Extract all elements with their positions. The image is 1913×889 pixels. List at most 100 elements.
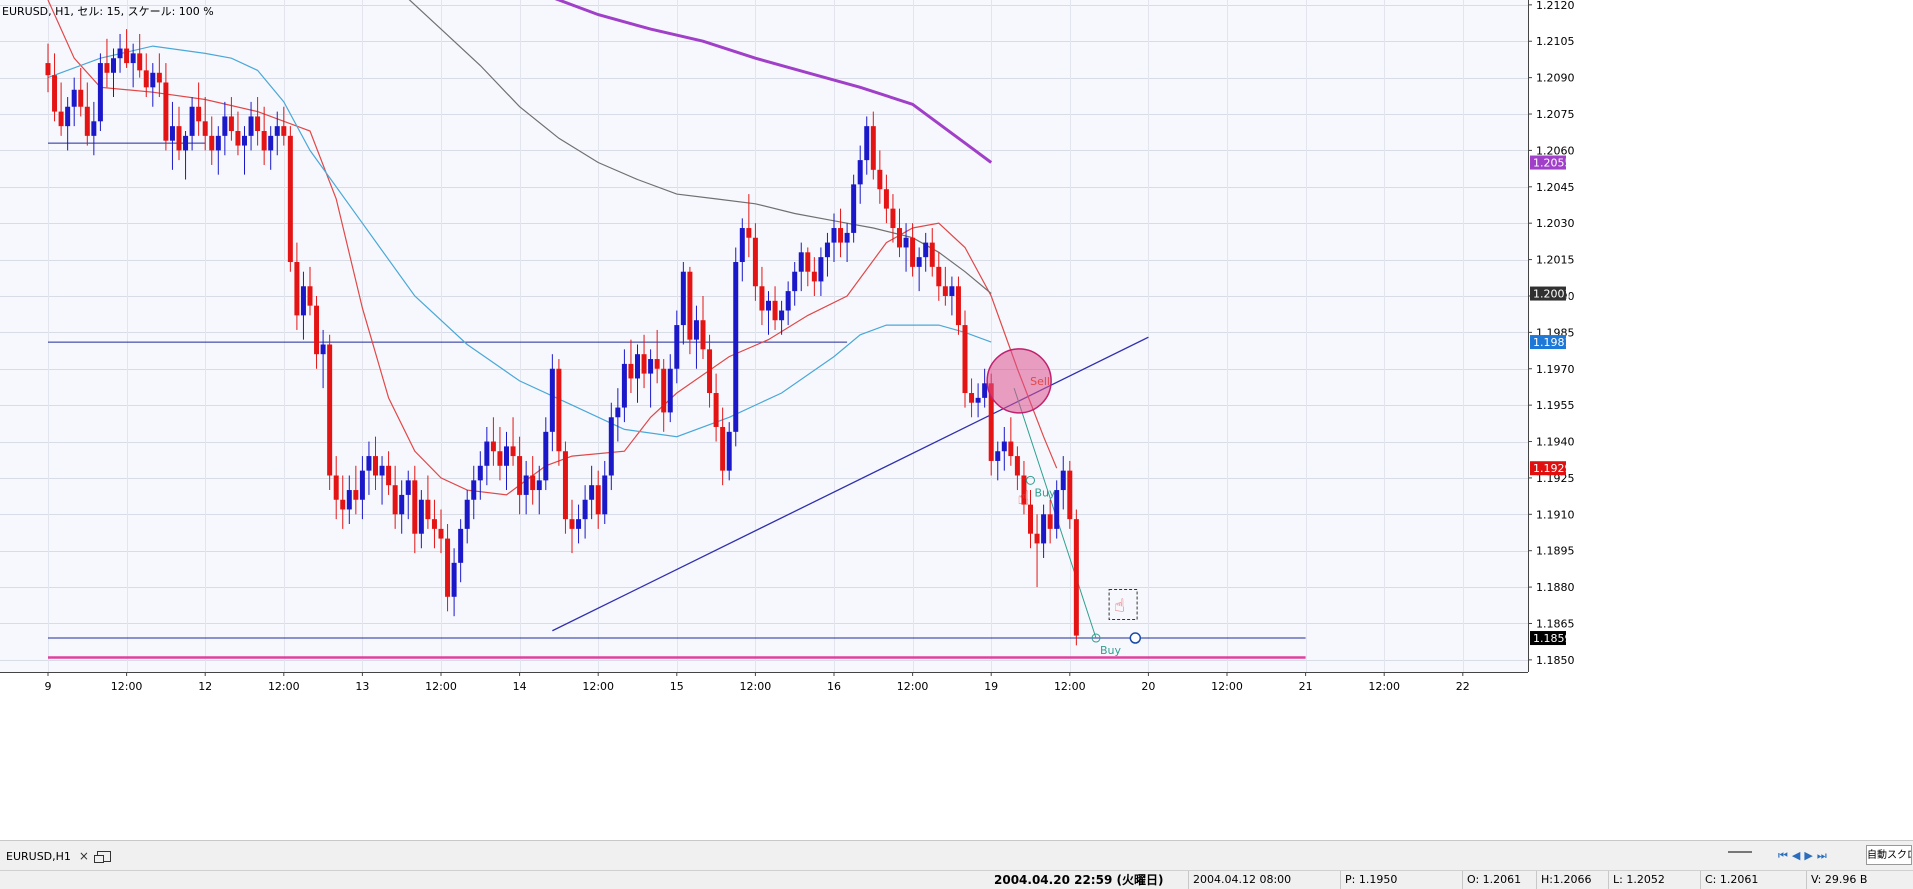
status-open: O: 1.2061 (1462, 871, 1521, 889)
candle (189, 97, 195, 151)
auto-scroll-button[interactable]: 自動スクロール (1866, 845, 1912, 865)
candle-body (117, 48, 123, 59)
candle-body (1001, 441, 1007, 452)
time-tick-label: 12:00 (425, 680, 457, 693)
candle (523, 460, 529, 515)
sell-label: Sell (1030, 375, 1050, 388)
candle (327, 334, 333, 491)
candle-body (877, 169, 883, 190)
buy-label: Buy (1100, 644, 1122, 657)
candle (504, 431, 509, 491)
scroll-to-end-icon[interactable]: ⏭ (1816, 849, 1827, 862)
candle (373, 436, 378, 491)
candle-body (366, 456, 372, 471)
candle (929, 228, 935, 277)
candle (228, 97, 234, 141)
tab-label: EURUSD,H1 (6, 849, 71, 863)
scroll-left-icon[interactable]: ◀ (1791, 849, 1801, 862)
candle-body (962, 325, 968, 394)
candle (1067, 460, 1073, 529)
candle (641, 334, 647, 389)
price-tag-label: 1.2055 (1533, 157, 1572, 170)
candle (169, 101, 175, 170)
price-tick-label: 1.1910 (1536, 508, 1575, 521)
thumbs-up-icon: ☝ (1114, 596, 1125, 617)
candle (137, 33, 143, 78)
chart-canvas[interactable]: Sell Buy Buy ☝ ☝ 1.2120 1.2105 1.2090 1.2075 1.20… (0, 0, 1913, 840)
candle (726, 422, 732, 481)
time-tick-label: 9 (45, 680, 52, 693)
time-axis: 9 12:00 12 12:00 13 12:00 14 12:00 15 12:00 16 12:0… (45, 672, 1470, 693)
candle (661, 359, 667, 432)
candle-body (615, 407, 621, 418)
candle-body (510, 446, 516, 457)
candle-body (713, 393, 719, 427)
candle-body (477, 465, 483, 481)
tab-eurusd-h1[interactable]: EURUSD,H1 × (0, 845, 117, 867)
candle (386, 451, 392, 495)
candle-body (700, 320, 706, 350)
indicator-ma4 (554, 0, 993, 164)
candle-body (910, 237, 916, 267)
candle (418, 490, 424, 549)
candle-body (84, 106, 90, 136)
status-close: C: 1.2061 (1700, 871, 1758, 889)
candle (838, 208, 844, 258)
scroll-to-start-icon[interactable]: ⏮ (1778, 849, 1788, 862)
candle (497, 426, 503, 481)
candle-body (209, 135, 215, 151)
candle-body (929, 242, 935, 267)
candle-body (346, 490, 352, 510)
candle (176, 106, 182, 161)
candle-body (831, 228, 837, 243)
price-tag: 1.1929 (1530, 461, 1572, 476)
candle-body (608, 417, 614, 476)
candle-body (1028, 504, 1033, 534)
candle (287, 126, 293, 272)
price-tag-box (1530, 631, 1566, 646)
time-tick-label: 15 (670, 680, 684, 693)
price-tick-label: 1.2060 (1536, 144, 1575, 157)
candle (824, 232, 830, 277)
candle (464, 490, 470, 544)
candle-body (1054, 490, 1060, 529)
candle-body (137, 53, 143, 71)
candle-body (792, 271, 798, 292)
candle-body (471, 480, 477, 500)
candle-body (621, 363, 627, 408)
candle-body (71, 89, 77, 107)
candle (549, 354, 555, 452)
status-volume: V: 29.96 B (1806, 871, 1867, 889)
candle (477, 451, 483, 500)
candle-body (589, 485, 595, 500)
candle (772, 286, 778, 330)
candle (58, 82, 64, 136)
candle-body (294, 262, 300, 316)
candle-body (870, 126, 876, 170)
candle (45, 43, 51, 93)
candle (864, 116, 870, 175)
candle (707, 334, 713, 408)
candle (942, 266, 948, 306)
candle (759, 266, 765, 326)
candle (602, 460, 608, 525)
candle-body (693, 320, 699, 340)
candle (615, 388, 621, 442)
candle-body (595, 485, 601, 515)
scrollbar-thumb[interactable] (1728, 851, 1752, 853)
candle-body (975, 397, 981, 403)
price-tick-label: 1.2045 (1536, 181, 1575, 194)
candle-body (327, 344, 333, 476)
price-tick-label: 1.1955 (1536, 399, 1575, 412)
candle (818, 247, 824, 296)
price-chart[interactable]: Sell Buy Buy ☝ ☝ 1.2120 1.2105 1.2090 1.2075 1.20… (0, 0, 1913, 840)
scroll-right-icon[interactable]: ▶ (1804, 849, 1813, 862)
candle (798, 242, 804, 292)
buy-point (1091, 633, 1101, 643)
candle (680, 262, 686, 345)
candle (183, 131, 189, 180)
close-icon[interactable]: × (78, 849, 89, 863)
candle-body (52, 75, 58, 112)
candle-body (543, 431, 549, 481)
restore-window-icon[interactable] (93, 850, 111, 863)
